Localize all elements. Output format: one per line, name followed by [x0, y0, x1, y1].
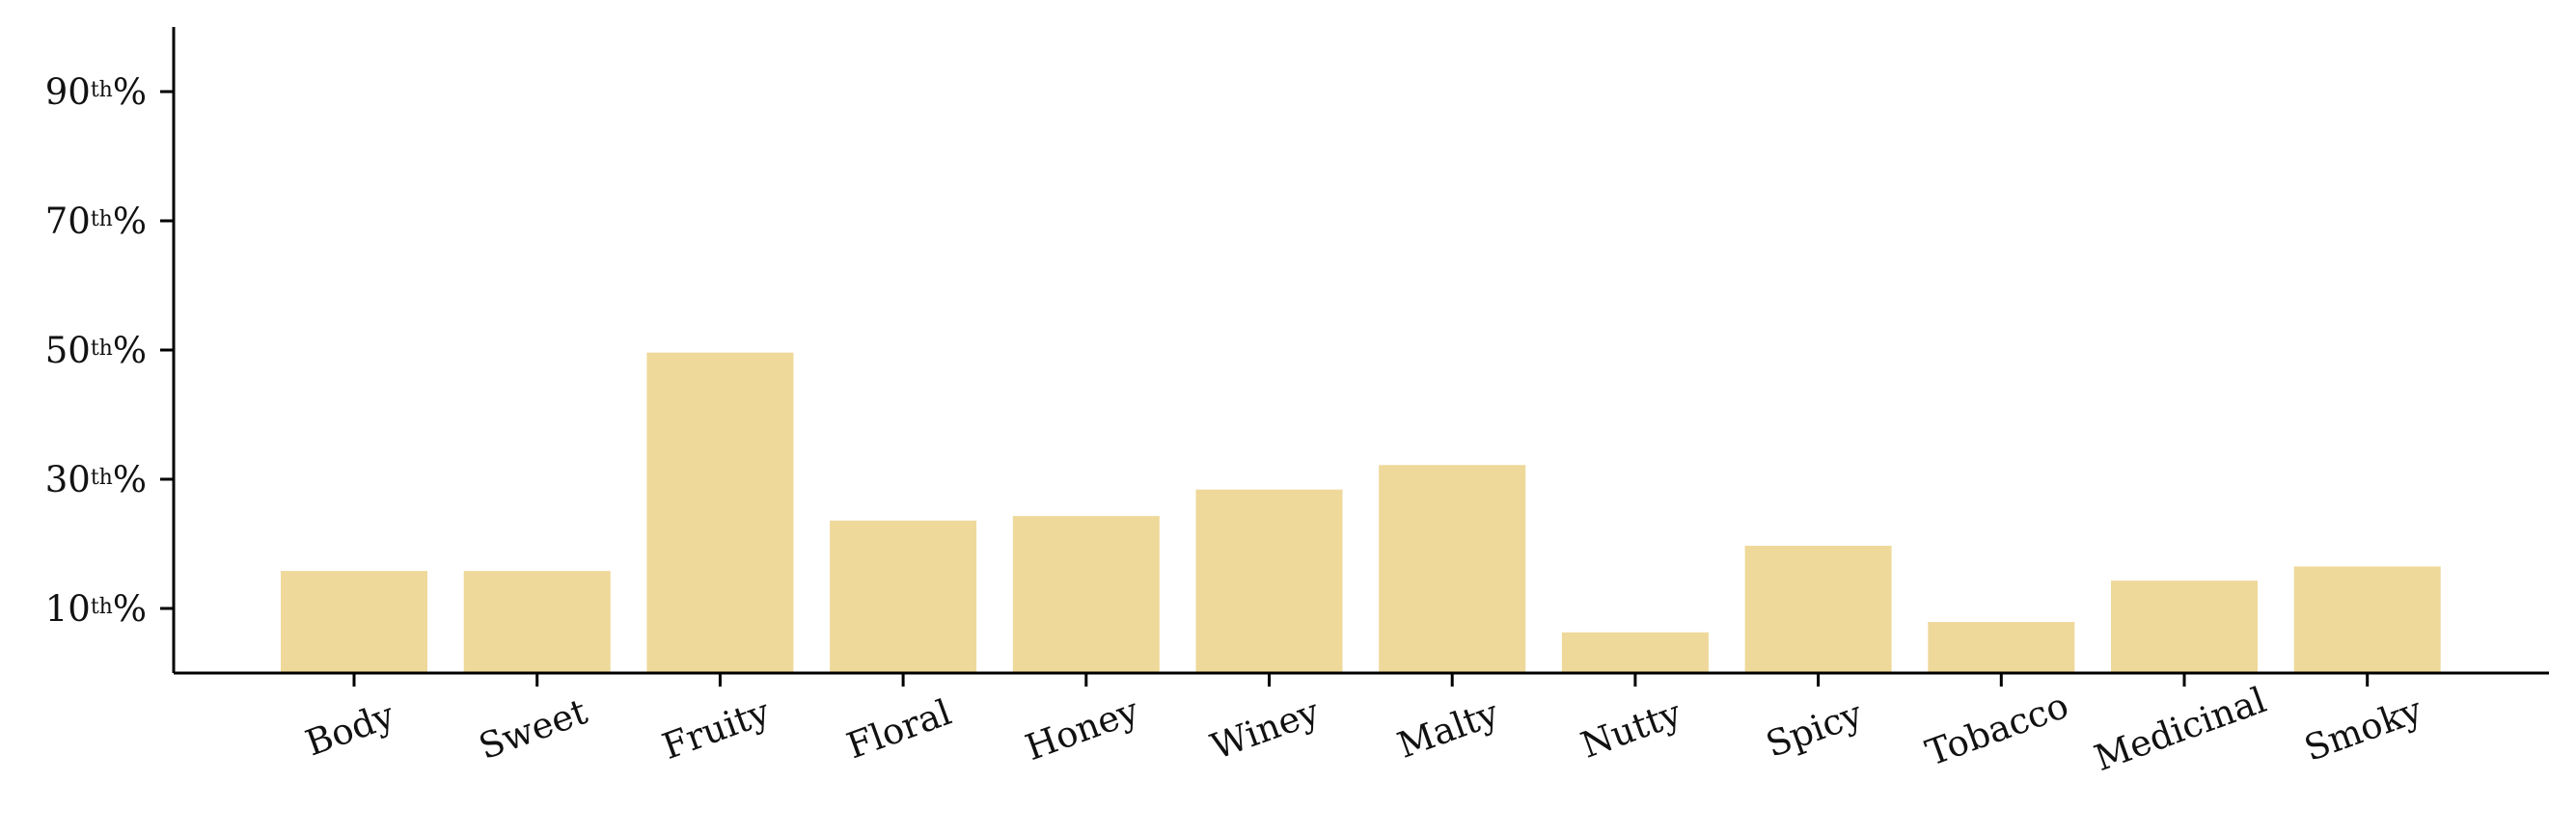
bar-malty	[1379, 465, 1526, 673]
x-tick-label-winey: Winey	[1205, 690, 1325, 768]
bar-spicy	[1744, 546, 1892, 673]
bar-smoky	[2293, 566, 2441, 673]
bars-group	[281, 352, 2441, 673]
y-tick-label-10: 10th%	[45, 588, 147, 630]
bar-sweet	[463, 571, 611, 673]
bar-tobacco	[1928, 622, 2075, 673]
x-tick-label-body: Body	[300, 694, 399, 765]
x-tick-label-medicinal: Medicinal	[2089, 679, 2271, 779]
bar-winey	[1195, 489, 1343, 673]
x-tick-label-fruity: Fruity	[657, 690, 776, 768]
y-tick-label-30: 30th%	[45, 459, 147, 500]
x-tick-label-honey: Honey	[1020, 689, 1144, 769]
bar-medicinal	[2111, 580, 2258, 673]
y-axis-ticks: 10th% 30th% 50th% 70th% 90th%	[45, 71, 174, 630]
y-tick-label-90: 90th%	[45, 71, 147, 113]
x-tick-label-floral: Floral	[841, 691, 956, 767]
x-tick-label-malty: Malty	[1392, 692, 1504, 767]
y-tick-label-70: 70th%	[45, 201, 147, 242]
x-tick-label-smoky: Smoky	[2299, 688, 2427, 769]
bar-floral	[830, 520, 977, 673]
x-axis-ticks: Body Sweet Fruity Floral Honey Winey Malty Nutt…	[300, 673, 2427, 779]
x-tick-label-tobacco: Tobacco	[1921, 685, 2074, 774]
bar-nutty	[1561, 632, 1709, 673]
bar-body	[281, 571, 427, 673]
x-tick-label-spicy: Spicy	[1761, 692, 1868, 765]
y-tick-label-50: 50th%	[45, 330, 147, 371]
bar-fruity	[646, 352, 794, 673]
x-tick-label-sweet: Sweet	[474, 690, 593, 768]
x-tick-label-nutty: Nutty	[1576, 692, 1686, 767]
bar-honey	[1012, 516, 1160, 673]
